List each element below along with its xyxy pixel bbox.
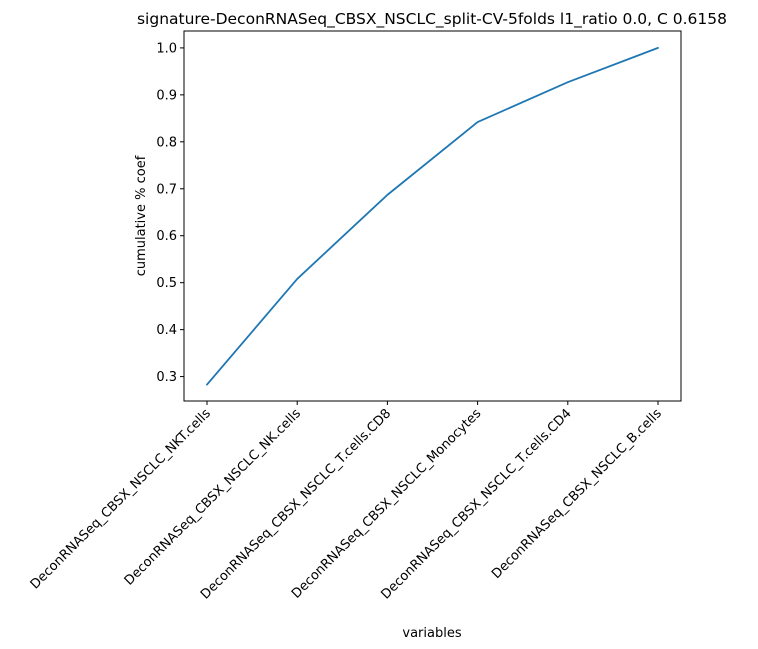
y-axis-ticks: 0.3 0.4 0.5 0.6 0.7 0.8 0.9 1.0 [156, 41, 184, 385]
y-tick-label: 0.7 [156, 182, 177, 197]
y-tick-label: 0.3 [156, 370, 177, 385]
chart-title: signature-DeconRNASeq_CBSX_NSCLC_split-C… [137, 10, 727, 29]
y-tick-label: 0.5 [156, 276, 177, 291]
x-axis-label: variables [402, 626, 461, 641]
y-tick-label: 0.8 [156, 135, 177, 150]
y-tick-label: 0.6 [156, 229, 177, 244]
y-tick-label: 0.4 [156, 323, 177, 338]
y-tick-label: 1.0 [156, 41, 177, 56]
y-axis-label: cumulative % coef [134, 155, 149, 276]
series-line [206, 47, 659, 386]
plot-area-frame [183, 30, 682, 402]
y-tick-label: 0.9 [156, 88, 177, 103]
